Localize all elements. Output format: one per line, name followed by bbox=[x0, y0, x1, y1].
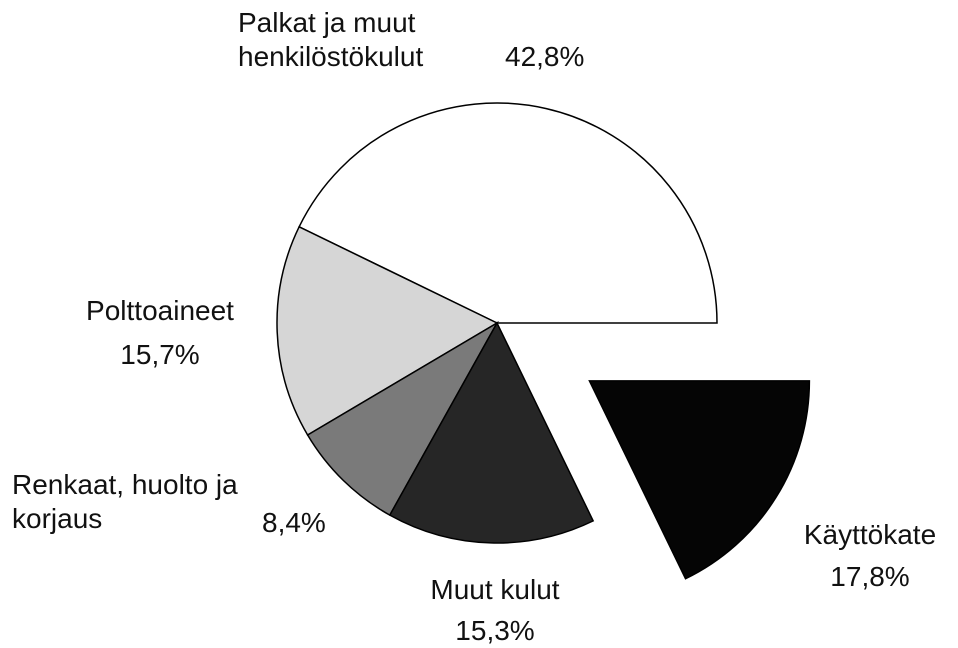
pie-slice bbox=[388, 321, 595, 544]
slice-value-label: 15,7% bbox=[120, 339, 200, 370]
pie-slice bbox=[306, 320, 500, 517]
slice-value-label: 8,4% bbox=[262, 507, 326, 538]
pie-slice bbox=[276, 225, 499, 437]
slice-label: Palkat ja muut henkilöstökulut bbox=[238, 7, 424, 72]
slice-label: Muut kulut bbox=[430, 574, 560, 605]
slice-label: Polttoaineet bbox=[86, 295, 234, 326]
slice-label: Käyttökate bbox=[803, 519, 937, 550]
slice-label: Renkaat, huolto ja korjaus bbox=[12, 469, 238, 534]
slice-value-label: 42,8% bbox=[505, 41, 585, 72]
pie-slice bbox=[588, 380, 811, 580]
pie-slice bbox=[298, 102, 718, 324]
slice-value-label: 15,3% bbox=[455, 615, 535, 646]
slice-value-label: 17,8% bbox=[830, 561, 910, 592]
